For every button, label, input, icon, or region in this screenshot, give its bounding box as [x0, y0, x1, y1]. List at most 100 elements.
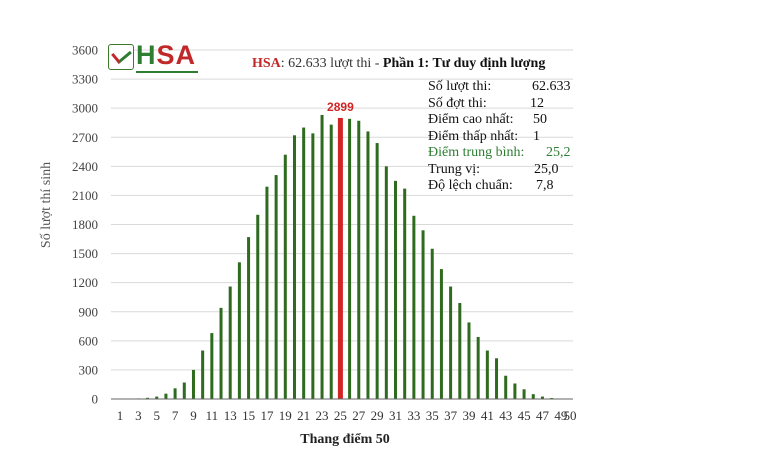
- x-tick-label: 35: [426, 408, 439, 423]
- y-tick-label: 300: [79, 362, 99, 377]
- stat-value: 62.633: [532, 79, 571, 94]
- bar: [228, 286, 232, 399]
- x-tick-label: 29: [371, 408, 384, 423]
- bar: [237, 262, 241, 399]
- stat-value: 25,2: [546, 145, 571, 160]
- stat-min: Điểm thấp nhất: 1: [428, 129, 588, 146]
- x-tick-label: 41: [481, 408, 494, 423]
- stat-value: 12: [530, 95, 544, 111]
- y-tick-label: 2100: [72, 188, 98, 203]
- x-tick-label: 9: [190, 408, 197, 423]
- bar: [283, 154, 287, 399]
- x-tick-label: 7: [172, 408, 179, 423]
- bar: [210, 333, 214, 399]
- hsa-logo-text: HSA: [136, 40, 197, 70]
- bar: [247, 237, 251, 399]
- title-brand: HSA: [252, 56, 281, 71]
- stat-stddev: Độ lệch chuẩn: 7,8: [428, 178, 588, 195]
- logo-underline: [136, 71, 198, 73]
- stat-label: Số lượt thi:: [428, 79, 492, 94]
- stat-label: Độ lệch chuẩn:: [428, 178, 513, 193]
- stat-label: Trung vị:: [428, 161, 481, 177]
- stat-value: 50: [533, 112, 547, 127]
- y-tick-label: 2400: [72, 159, 98, 174]
- bar: [311, 133, 315, 399]
- y-tick-label: 0: [92, 392, 99, 407]
- bar: [531, 394, 535, 399]
- x-tick-label: 3: [135, 408, 142, 423]
- x-tick-label: 47: [536, 408, 550, 423]
- x-tick-label: 43: [499, 408, 512, 423]
- chart-title: HSA: 62.633 lượt thi - Phần 1: Tư duy đị…: [252, 56, 545, 72]
- highlight-data-label: 2899: [327, 100, 354, 114]
- bar: [366, 131, 370, 399]
- y-axis-ticks: 0 300 600 900 1200 1500 1800 2100 2400 2700 3000 33…: [72, 43, 98, 407]
- hsa-logo: HSA: [108, 40, 200, 74]
- stat-median: Trung vị: 25,0: [428, 162, 588, 179]
- x-tick-label: 23: [316, 408, 329, 423]
- x-axis-ticks: 1 3 5 7 9 11 13 15 17 19 21 23 25 27 29 31 33 35 37 39 41 43 4…: [117, 408, 577, 423]
- bar: [439, 269, 443, 399]
- bar: [274, 175, 278, 399]
- stat-label: Số đợt thi:: [428, 95, 487, 111]
- bar: [421, 230, 425, 399]
- bar: [302, 127, 306, 400]
- x-tick-label: 11: [206, 408, 219, 423]
- bar: [375, 143, 379, 399]
- y-tick-label: 3600: [72, 43, 98, 58]
- stats-panel: Số lượt thi: 62.633 Số đợt thi: 12 Điểm ca…: [428, 79, 588, 195]
- bar: [522, 389, 526, 399]
- stat-max: Điểm cao nhất: 50: [428, 112, 588, 129]
- stat-label: Điểm trung bình:: [428, 145, 525, 160]
- x-tick-label: 19: [279, 408, 292, 423]
- bar: [348, 118, 352, 399]
- stat-value: 25,0: [534, 161, 559, 177]
- stat-label: Điểm cao nhất:: [428, 112, 514, 127]
- bar: [173, 388, 177, 399]
- y-axis-label: Số lượt thí sinh: [39, 162, 54, 248]
- x-tick-label: 27: [352, 408, 366, 423]
- stat-attempts: Số lượt thi: 62.633: [428, 79, 588, 96]
- x-tick-label: 45: [518, 408, 531, 423]
- bar: [412, 215, 416, 399]
- stat-value: 1: [533, 128, 540, 144]
- stat-value: 7,8: [536, 178, 554, 193]
- bar: [513, 383, 517, 399]
- x-tick-label: 31: [389, 408, 402, 423]
- bar: [219, 307, 223, 399]
- x-tick-label: 13: [224, 408, 237, 423]
- y-tick-label: 3000: [72, 101, 98, 116]
- bar: [292, 135, 296, 400]
- bar: [329, 124, 333, 400]
- title-part: Phần 1: Tư duy định lượng: [382, 56, 546, 71]
- bar: [164, 393, 168, 399]
- x-tick-label: 21: [297, 408, 310, 423]
- bar: [430, 248, 434, 399]
- bar: [357, 120, 361, 400]
- bar: [467, 322, 471, 399]
- stat-sessions: Số đợt thi: 12: [428, 96, 588, 113]
- x-tick-label: 37: [444, 408, 458, 423]
- stat-label: Điểm thấp nhất:: [428, 128, 519, 144]
- bar: [146, 397, 150, 399]
- stat-mean: Điểm trung bình: 25,2: [428, 145, 588, 162]
- bar: [504, 375, 508, 399]
- bar: [485, 350, 489, 399]
- bar: [394, 180, 398, 399]
- bar: [320, 114, 324, 400]
- y-tick-label: 1500: [72, 246, 98, 261]
- bar: [540, 396, 544, 399]
- x-tick-label: 25: [334, 408, 347, 423]
- title-count: : 62.633 lượt thi -: [280, 56, 383, 71]
- y-tick-label: 2700: [72, 130, 98, 145]
- bar: [155, 396, 159, 399]
- bar: [449, 286, 453, 399]
- hsa-emblem-icon: [108, 44, 134, 70]
- x-tick-label: 33: [407, 408, 420, 423]
- x-axis-label: Thang điểm 50: [300, 432, 389, 447]
- y-tick-label: 1200: [72, 275, 98, 290]
- bar: [384, 166, 388, 399]
- bar: [256, 214, 260, 399]
- bar: [201, 350, 205, 399]
